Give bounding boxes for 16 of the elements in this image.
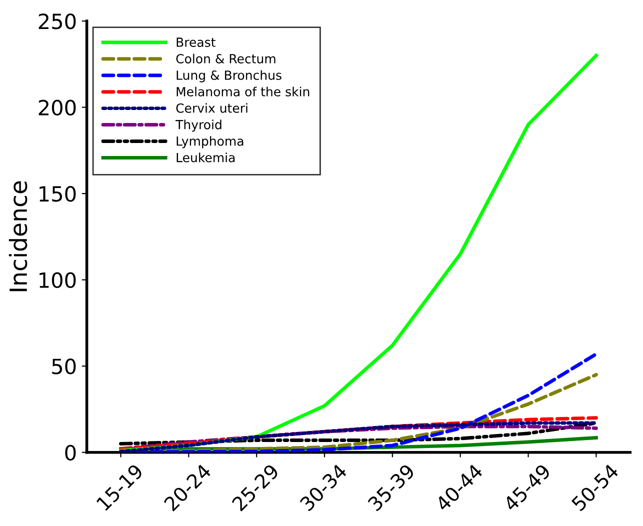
y-axis-title: Incidence (8, 181, 28, 292)
legend-label: Melanoma of the skin (176, 86, 310, 96)
legend-label: Breast (176, 38, 216, 47)
y-tick-label: 0 (65, 444, 76, 461)
legend-label: Leukemia (176, 152, 235, 162)
y-tick-label: 250 (38, 13, 76, 30)
y-tick-label: 200 (38, 100, 76, 116)
line-series (119, 416, 598, 451)
y-tick-label: 50 (52, 358, 76, 374)
legend-label: Lymphoma (176, 136, 244, 148)
y-tick-label: 150 (40, 186, 76, 202)
legend-label: Cervix uteri (176, 103, 248, 113)
legend-label: Thyroid (176, 120, 222, 132)
legend-label: Lung & Bronchus (176, 70, 282, 82)
legend-label: Colon & Rectum (176, 54, 276, 64)
y-tick-label: 100 (40, 272, 76, 288)
